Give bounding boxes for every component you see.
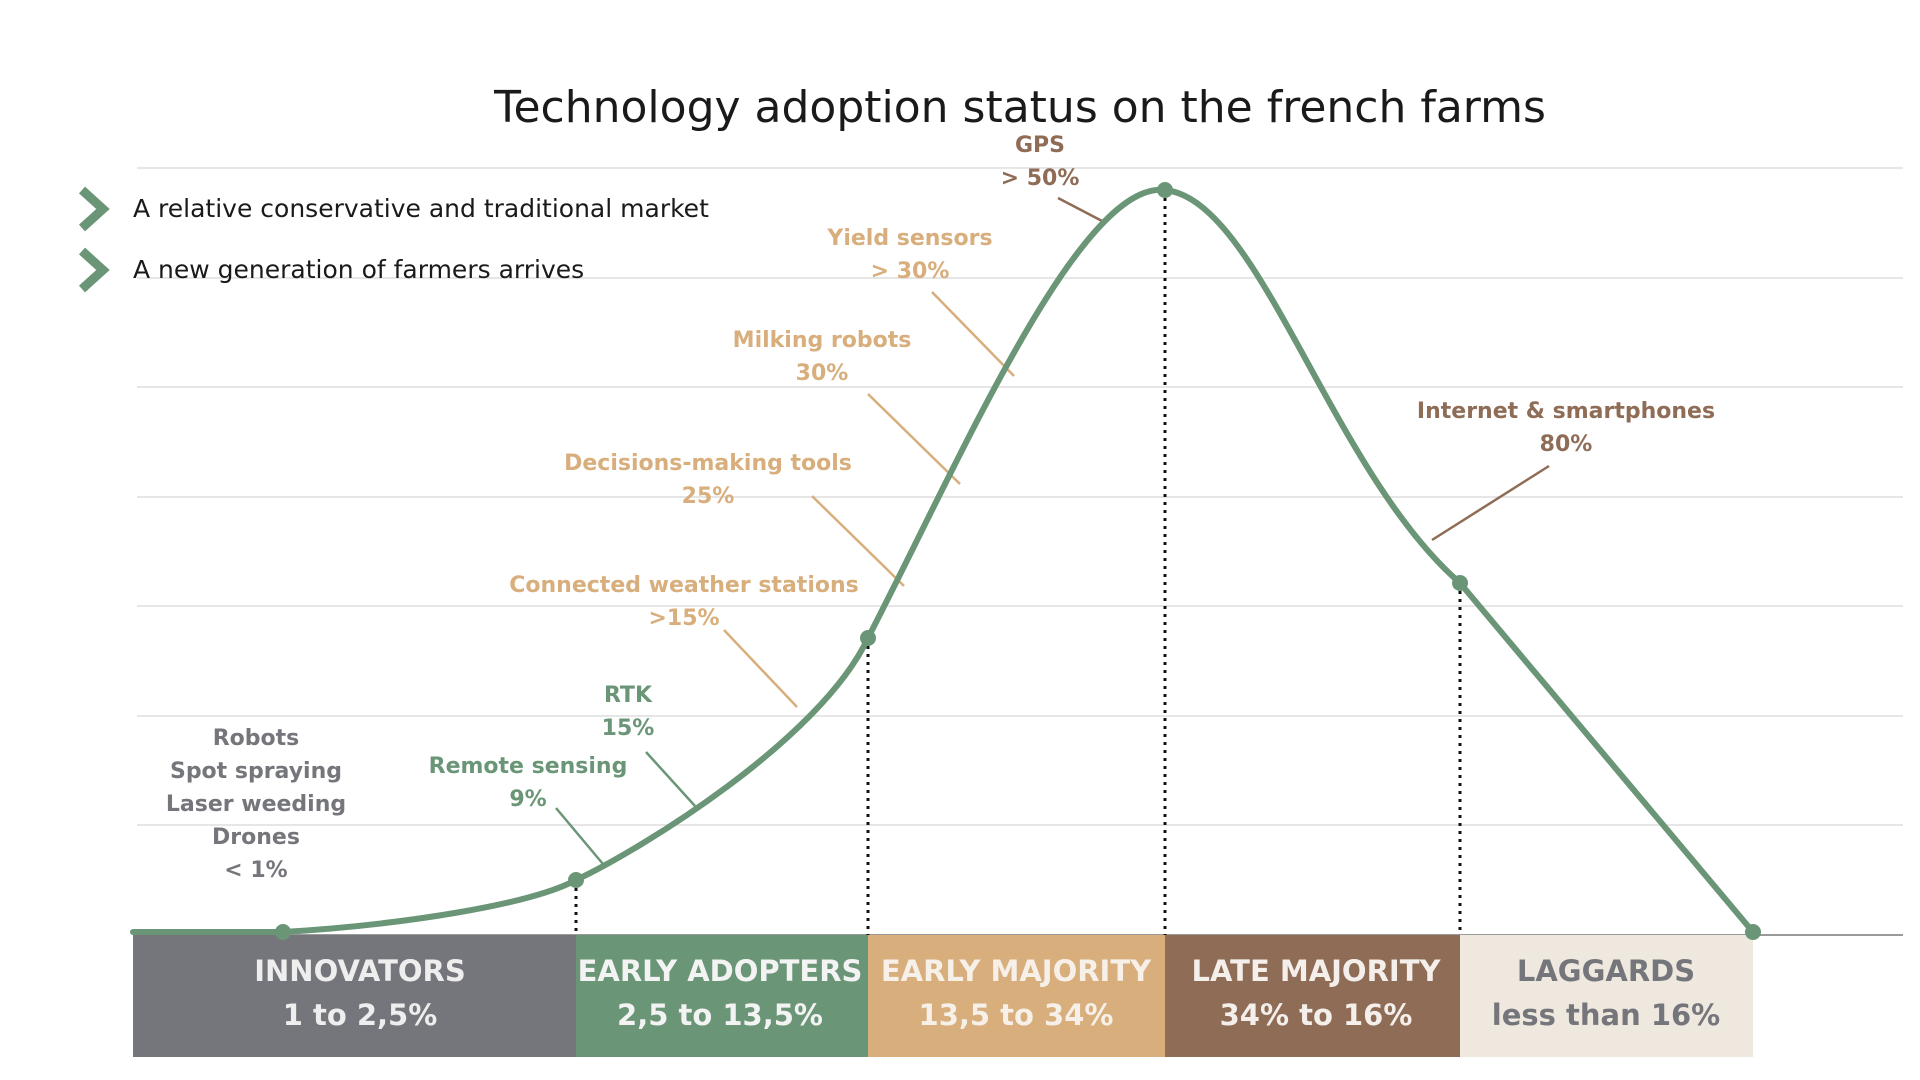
annotation-text: Spot spraying (170, 759, 342, 784)
annotation-text: Connected weather stations (509, 573, 858, 598)
annotation-text: Laser weeding (166, 792, 346, 817)
annotation-text: > 50% (1001, 166, 1080, 191)
bullet-list: A relative conservative and traditional … (78, 186, 709, 293)
annotation-text: 80% (1540, 432, 1593, 457)
segment-bar-laggards (1460, 935, 1753, 1057)
annotation-text: 25% (682, 484, 735, 509)
annotation-text: Internet & smartphones (1417, 399, 1715, 424)
segment-bar-early-majority (868, 935, 1165, 1057)
leader-lines (555, 196, 1550, 865)
annotations: Robots Spot spraying Laser weeding Drone… (166, 133, 1715, 883)
chart-title: Technology adoption status on the french… (493, 82, 1546, 133)
curve-markers (275, 182, 1761, 940)
annotation-text: GPS (1015, 133, 1065, 158)
annotation-text: 9% (509, 787, 546, 812)
annotation-text: Drones (212, 825, 300, 850)
segment-bar-early-adopters (576, 935, 868, 1057)
adoption-curve (130, 186, 1756, 935)
leader-line (1057, 196, 1105, 224)
gridlines (137, 167, 1903, 936)
segment-bar-late-majority (1165, 935, 1460, 1057)
leader-line (555, 807, 604, 865)
bullet-text: A new generation of farmers arrives (133, 255, 584, 284)
curve-marker (568, 872, 584, 888)
segment-name: LAGGARDS (1517, 954, 1695, 988)
annotation-text: 30% (796, 361, 849, 386)
annotation-text: RTK (604, 683, 653, 708)
segment-dividers (574, 190, 1462, 935)
segment-range: 34% to 16% (1220, 998, 1413, 1032)
leader-line (811, 495, 905, 587)
segment-range: 13,5 to 34% (919, 998, 1114, 1032)
segment-bar-innovators (133, 935, 576, 1057)
curve-marker (1157, 182, 1173, 198)
segment-range: 1 to 2,5% (283, 998, 438, 1032)
annotation-text: 15% (602, 716, 655, 741)
segment-name: LATE MAJORITY (1191, 954, 1441, 988)
annotation-text: > 30% (871, 259, 950, 284)
chevron-right-icon (78, 247, 110, 293)
curve-marker (275, 924, 291, 940)
annotation-text: Milking robots (733, 328, 912, 353)
segment-name: INNOVATORS (254, 954, 466, 988)
leader-line (1431, 464, 1550, 542)
segment-name: EARLY ADOPTERS (578, 954, 863, 988)
annotation-text: Decisions-making tools (564, 451, 852, 476)
curve-marker (1745, 924, 1761, 940)
annotation-text: Yield sensors (826, 226, 992, 251)
annotation-text: Remote sensing (429, 754, 628, 779)
chevron-right-icon (78, 186, 110, 232)
leader-line (931, 291, 1015, 377)
annotation-text: < 1% (224, 858, 287, 883)
leader-line (723, 629, 798, 708)
leader-line (867, 393, 961, 485)
segment-bars: INNOVATORS 1 to 2,5% EARLY ADOPTERS 2,5 … (133, 935, 1753, 1057)
curve-marker (860, 630, 876, 646)
segment-range: less than 16% (1492, 998, 1720, 1032)
annotation-text: Robots (213, 726, 300, 751)
leader-line (645, 751, 696, 807)
curve-marker (1452, 575, 1468, 591)
segment-name: EARLY MAJORITY (881, 954, 1152, 988)
bullet-text: A relative conservative and traditional … (133, 194, 709, 223)
annotation-text: >15% (648, 606, 719, 631)
segment-range: 2,5 to 13,5% (617, 998, 823, 1032)
